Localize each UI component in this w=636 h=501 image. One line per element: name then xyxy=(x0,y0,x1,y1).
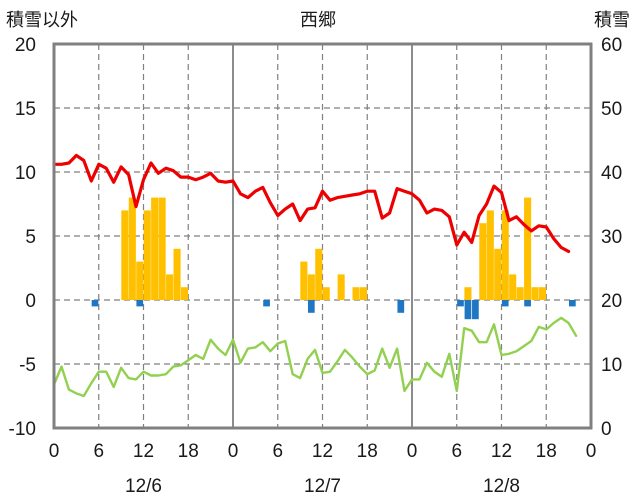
left-tick-label: 10 xyxy=(15,163,36,184)
orange-bar xyxy=(166,274,174,300)
right-tick-label: 10 xyxy=(601,355,622,376)
right-tick-label: 40 xyxy=(601,163,622,184)
x-tick-label: 0 xyxy=(49,441,60,462)
orange-bar xyxy=(173,248,181,300)
x-tick-label: 12 xyxy=(312,441,333,462)
left-axis-ticks: 20 15 10 5 0 -5 -10 xyxy=(9,35,36,440)
orange-bar xyxy=(128,197,136,300)
red-line xyxy=(52,153,571,253)
blue-bar xyxy=(136,300,144,307)
x-tick-label: 0 xyxy=(586,441,597,462)
orange-bar xyxy=(531,287,539,300)
orange-bar xyxy=(307,274,315,300)
blue-bar xyxy=(501,300,509,307)
orange-bar xyxy=(136,261,144,300)
orange-bar xyxy=(337,274,345,300)
x-tick-label: 6 xyxy=(272,441,283,462)
orange-bar xyxy=(501,210,509,300)
right-tick-label: 0 xyxy=(601,419,612,440)
orange-bar xyxy=(486,210,494,300)
grid-lines xyxy=(54,44,591,428)
x-axis-ticks: 0 6 12 18 0 6 12 18 0 6 12 18 0 xyxy=(49,441,597,462)
orange-bar xyxy=(322,287,330,300)
left-tick-label: 0 xyxy=(25,291,36,312)
blue-bar xyxy=(263,300,270,307)
blue-bar xyxy=(568,300,576,307)
left-tick-label: 5 xyxy=(25,227,36,248)
orange-bar xyxy=(494,248,502,300)
blue-bar xyxy=(397,300,405,313)
orange-bar xyxy=(479,223,487,300)
orange-bar xyxy=(524,197,532,300)
blue-bar xyxy=(307,300,315,313)
green-line xyxy=(52,316,578,398)
x-tick-label: 12 xyxy=(133,441,154,462)
right-tick-label: 60 xyxy=(601,35,622,56)
x-tick-label: 18 xyxy=(536,441,557,462)
date-label: 12/6 xyxy=(125,476,162,497)
x-tick-label: 18 xyxy=(357,441,378,462)
date-label: 12/8 xyxy=(483,476,520,497)
x-tick-label: 18 xyxy=(178,441,199,462)
orange-bar xyxy=(464,287,472,300)
right-tick-label: 50 xyxy=(601,99,622,120)
right-axis-label: 積雪 xyxy=(594,10,630,31)
left-tick-label: 20 xyxy=(15,35,36,56)
x-tick-label: 0 xyxy=(407,441,418,462)
orange-bar xyxy=(538,287,547,300)
left-axis-label: 積雪以外 xyxy=(6,10,78,31)
orange-bar xyxy=(121,210,129,300)
blue-bar xyxy=(524,300,531,307)
right-tick-label: 30 xyxy=(601,227,622,248)
x-tick-label: 0 xyxy=(228,441,239,462)
date-label: 12/7 xyxy=(304,476,341,497)
orange-bar xyxy=(516,287,524,300)
x-tick-label: 6 xyxy=(93,441,104,462)
orange-bar xyxy=(180,287,189,300)
orange-bar xyxy=(143,210,151,300)
blue-bar xyxy=(464,300,472,320)
left-tick-label: -5 xyxy=(19,355,36,376)
orange-bar xyxy=(352,287,360,300)
orange-bar xyxy=(151,197,159,300)
x-tick-label: 6 xyxy=(451,441,462,462)
orange-bar xyxy=(158,197,166,300)
orange-bar xyxy=(359,287,368,300)
left-tick-label: 15 xyxy=(15,99,36,120)
left-tick-label: -10 xyxy=(9,419,36,440)
blue-bar xyxy=(457,300,464,307)
orange-bar xyxy=(509,274,517,300)
blue-bar xyxy=(472,300,479,320)
date-labels: 12/6 12/7 12/8 xyxy=(125,476,520,497)
bar-series xyxy=(91,197,576,320)
x-tick-label: 12 xyxy=(491,441,512,462)
right-tick-label: 20 xyxy=(601,291,622,312)
right-axis-ticks: 60 50 40 30 20 10 0 xyxy=(601,35,622,440)
chart-title: 西郷 xyxy=(300,10,336,31)
orange-bar xyxy=(315,248,323,300)
plot-frame xyxy=(52,42,593,430)
orange-bar xyxy=(300,261,308,300)
blue-bar xyxy=(91,300,99,307)
